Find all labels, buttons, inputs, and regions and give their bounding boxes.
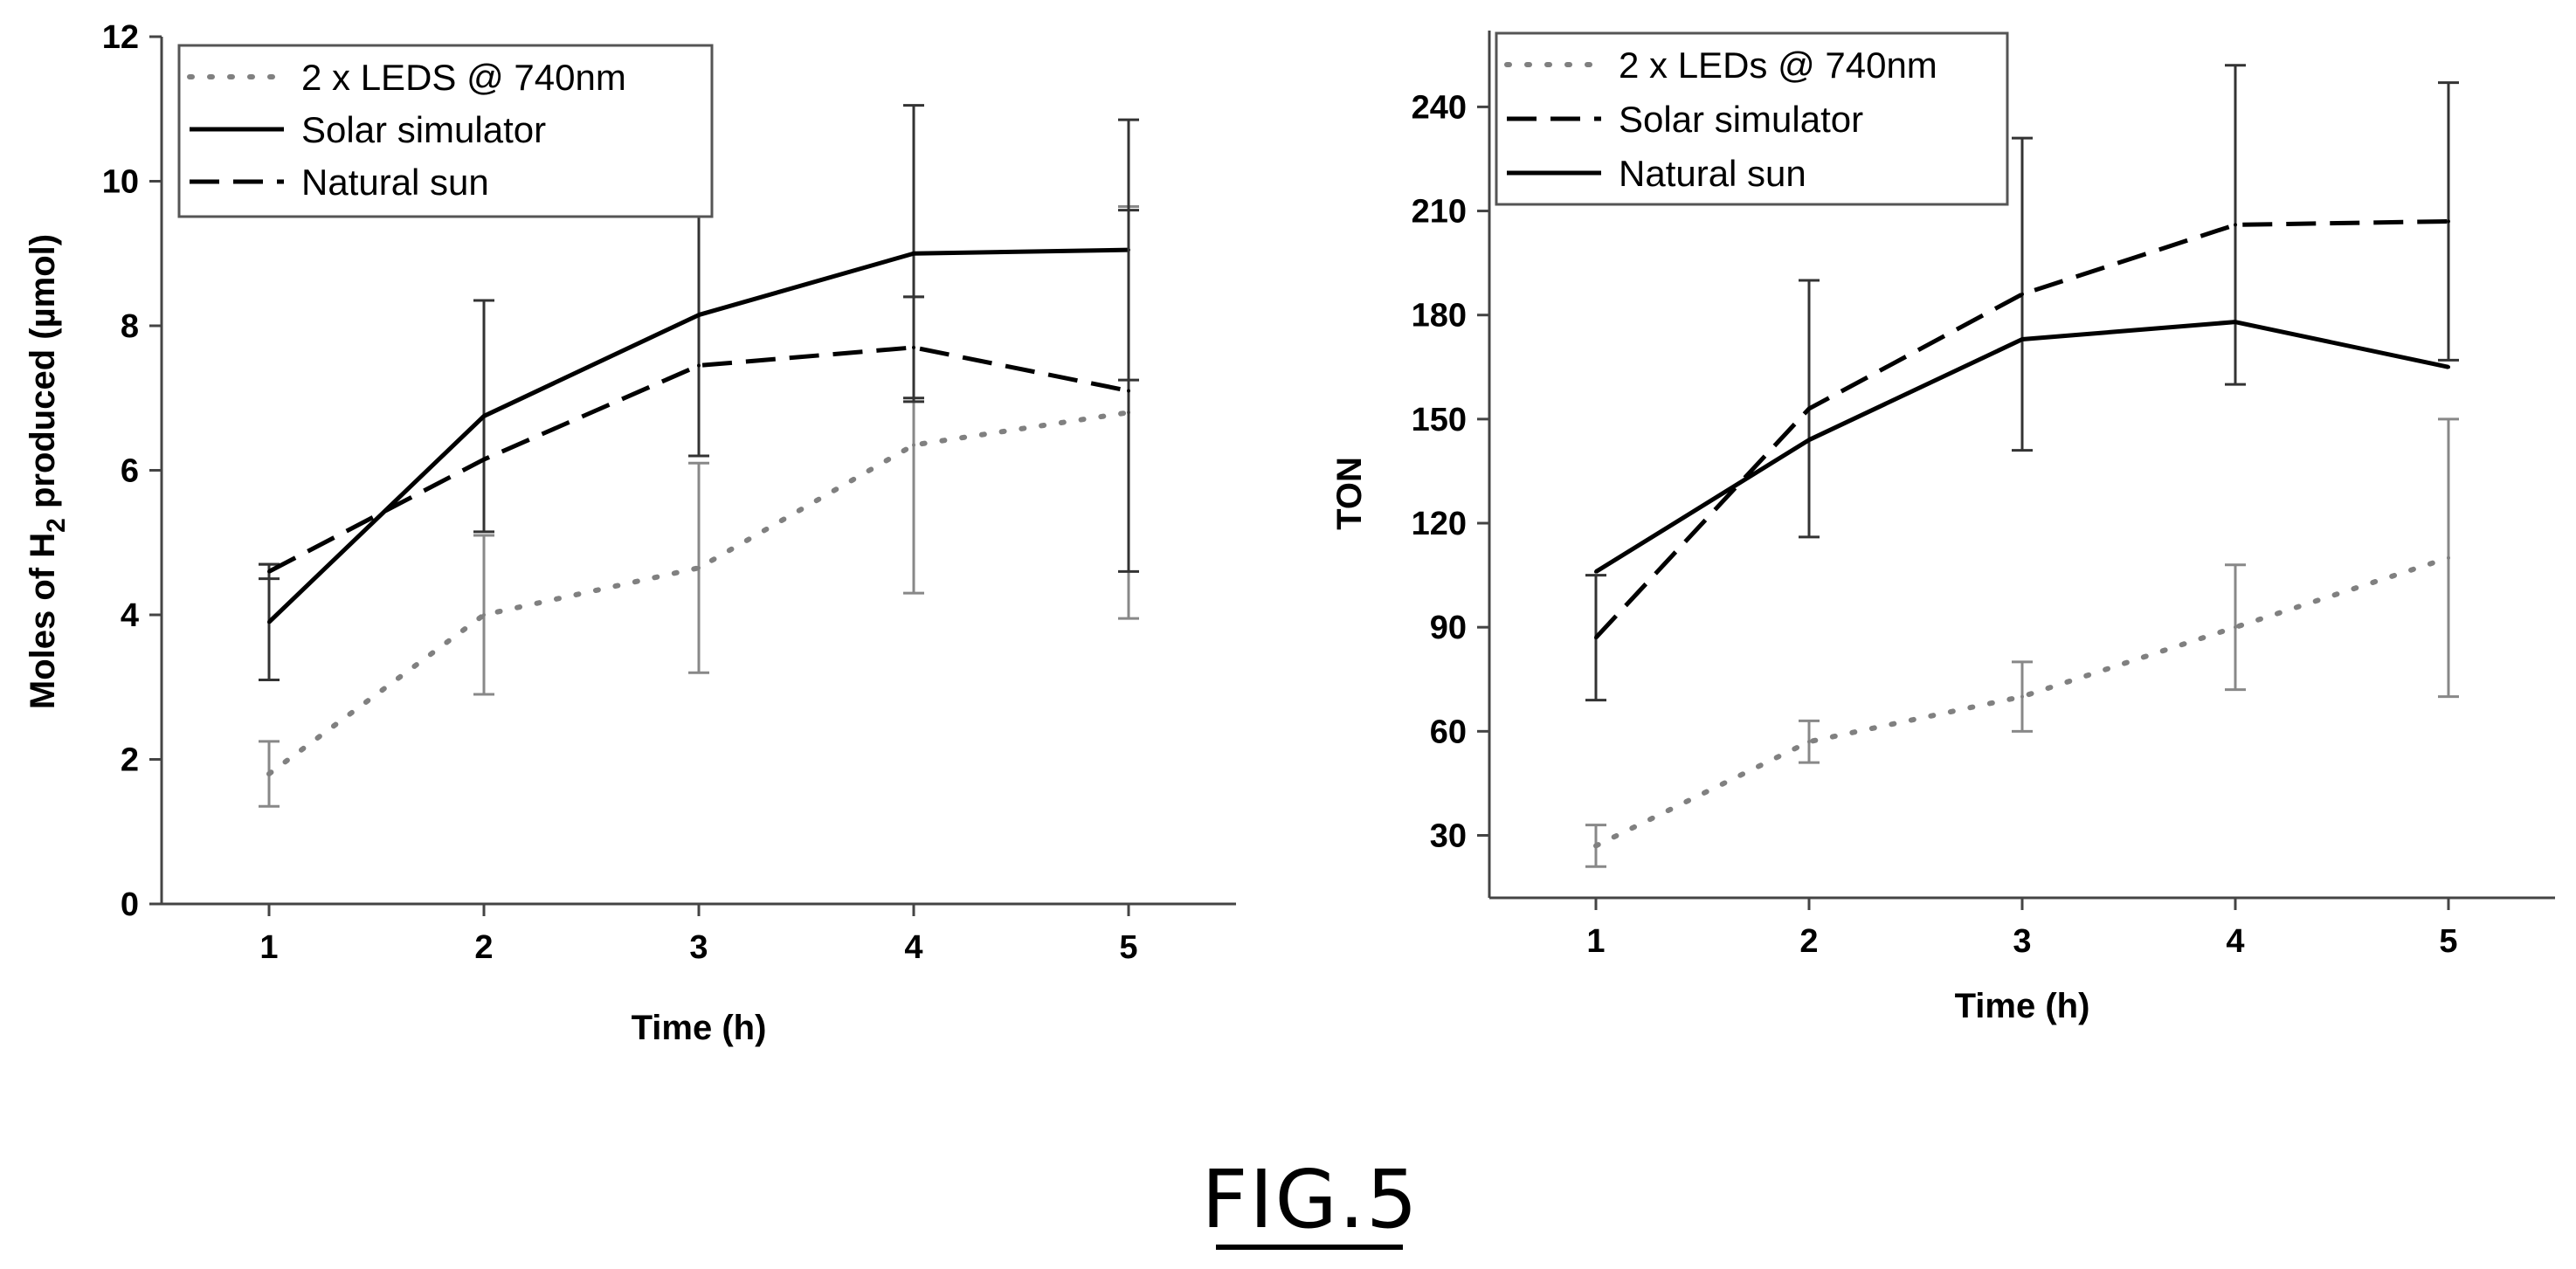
x-tick-label: 1: [1586, 923, 1605, 960]
series-line: [1593, 555, 2451, 849]
data-point: [1127, 389, 1130, 393]
data-point: [267, 772, 271, 776]
legend-label: 2 x LEDS @ 740nm: [301, 57, 626, 98]
figure-caption: FIG.5: [1201, 1153, 1419, 1250]
data-point: [2020, 694, 2024, 699]
y-tick-label: 4: [121, 597, 139, 634]
x-axis-label: Time (h): [632, 1009, 767, 1047]
data-point: [2447, 555, 2450, 560]
y-tick-label: 120: [1412, 506, 1467, 542]
series-0: [1585, 417, 2459, 868]
data-point: [1807, 438, 1811, 442]
data-point: [697, 566, 701, 570]
y-tick-label: 2: [121, 742, 139, 779]
data-point: [2447, 365, 2450, 369]
data-point: [267, 569, 271, 574]
x-tick-label: 3: [689, 929, 708, 966]
x-tick-label: 4: [2226, 923, 2244, 960]
y-tick-label: 12: [102, 19, 139, 56]
series-1: [1585, 64, 2459, 702]
legend: 2 x LEDs @ 740nm Solar simulator Natural s…: [1495, 31, 2009, 206]
series-1: [259, 104, 1139, 681]
figure-caption-text: FIG.5: [1201, 1153, 1419, 1246]
data-point: [912, 443, 915, 447]
data-point: [482, 613, 486, 617]
legend-label: 2 x LEDs @ 740nm: [1619, 45, 1937, 86]
data-point: [267, 620, 271, 624]
data-point: [2234, 320, 2237, 324]
x-axis-label: Time (h): [1955, 987, 2090, 1025]
x-tick-label: 4: [904, 929, 922, 966]
data-point: [2234, 223, 2237, 227]
y-tick-label: 60: [1430, 714, 1467, 750]
y-tick-label: 240: [1412, 89, 1467, 126]
data-point: [2447, 219, 2450, 224]
data-point: [2020, 292, 2024, 296]
series-line: [267, 345, 1129, 574]
data-point: [2234, 625, 2237, 630]
legend-label: Solar simulator: [1619, 99, 1863, 140]
legend: 2 x LEDS @ 740nm Solar simulator Natural s…: [177, 44, 714, 218]
series-2: [1594, 320, 2450, 574]
x-tick-label: 3: [2013, 923, 2031, 960]
y-tick-label: 10: [102, 164, 139, 201]
data-point: [1594, 844, 1598, 848]
legend-label: Natural sun: [301, 162, 489, 203]
y-tick-label: 180: [1412, 298, 1467, 334]
data-point: [482, 414, 486, 418]
legend-box: [1495, 31, 2009, 206]
y-tick-label: 90: [1430, 610, 1467, 646]
data-point: [912, 345, 915, 349]
data-point: [697, 313, 701, 317]
x-tick-label: 5: [1119, 929, 1137, 966]
chart-ton: 30 60 90 120 150 180 210 240 1 2 3 4 5 Time (h) TON 2 x…: [1330, 31, 2555, 1025]
data-point: [1807, 740, 1811, 744]
data-point: [1594, 569, 1598, 574]
data-point: [912, 252, 915, 256]
y-tick-label: 30: [1430, 818, 1467, 855]
data-point: [2020, 337, 2024, 341]
x-tick-label: 2: [474, 929, 493, 966]
y-tick-label: 6: [121, 453, 139, 490]
series-line: [1594, 218, 2449, 639]
data-point: [482, 458, 486, 462]
x-tick-label: 5: [2439, 923, 2457, 960]
x-tick-label: 2: [1799, 923, 1818, 960]
y-axis-label: Moles of H2 produced (µmol): [24, 234, 71, 709]
series-2: [259, 209, 1139, 581]
y-tick-label: 150: [1412, 402, 1467, 438]
y-tick-label: 0: [121, 886, 139, 923]
y-tick-label: 210: [1412, 194, 1467, 231]
legend-label: Natural sun: [1619, 153, 1806, 194]
legend-label: Solar simulator: [301, 109, 546, 150]
data-point: [697, 363, 701, 368]
data-point: [1594, 636, 1598, 640]
y-axis-label: TON: [1330, 457, 1369, 530]
y-tick-label: 8: [121, 308, 139, 345]
data-point: [1807, 406, 1811, 410]
x-tick-label: 1: [259, 929, 278, 966]
